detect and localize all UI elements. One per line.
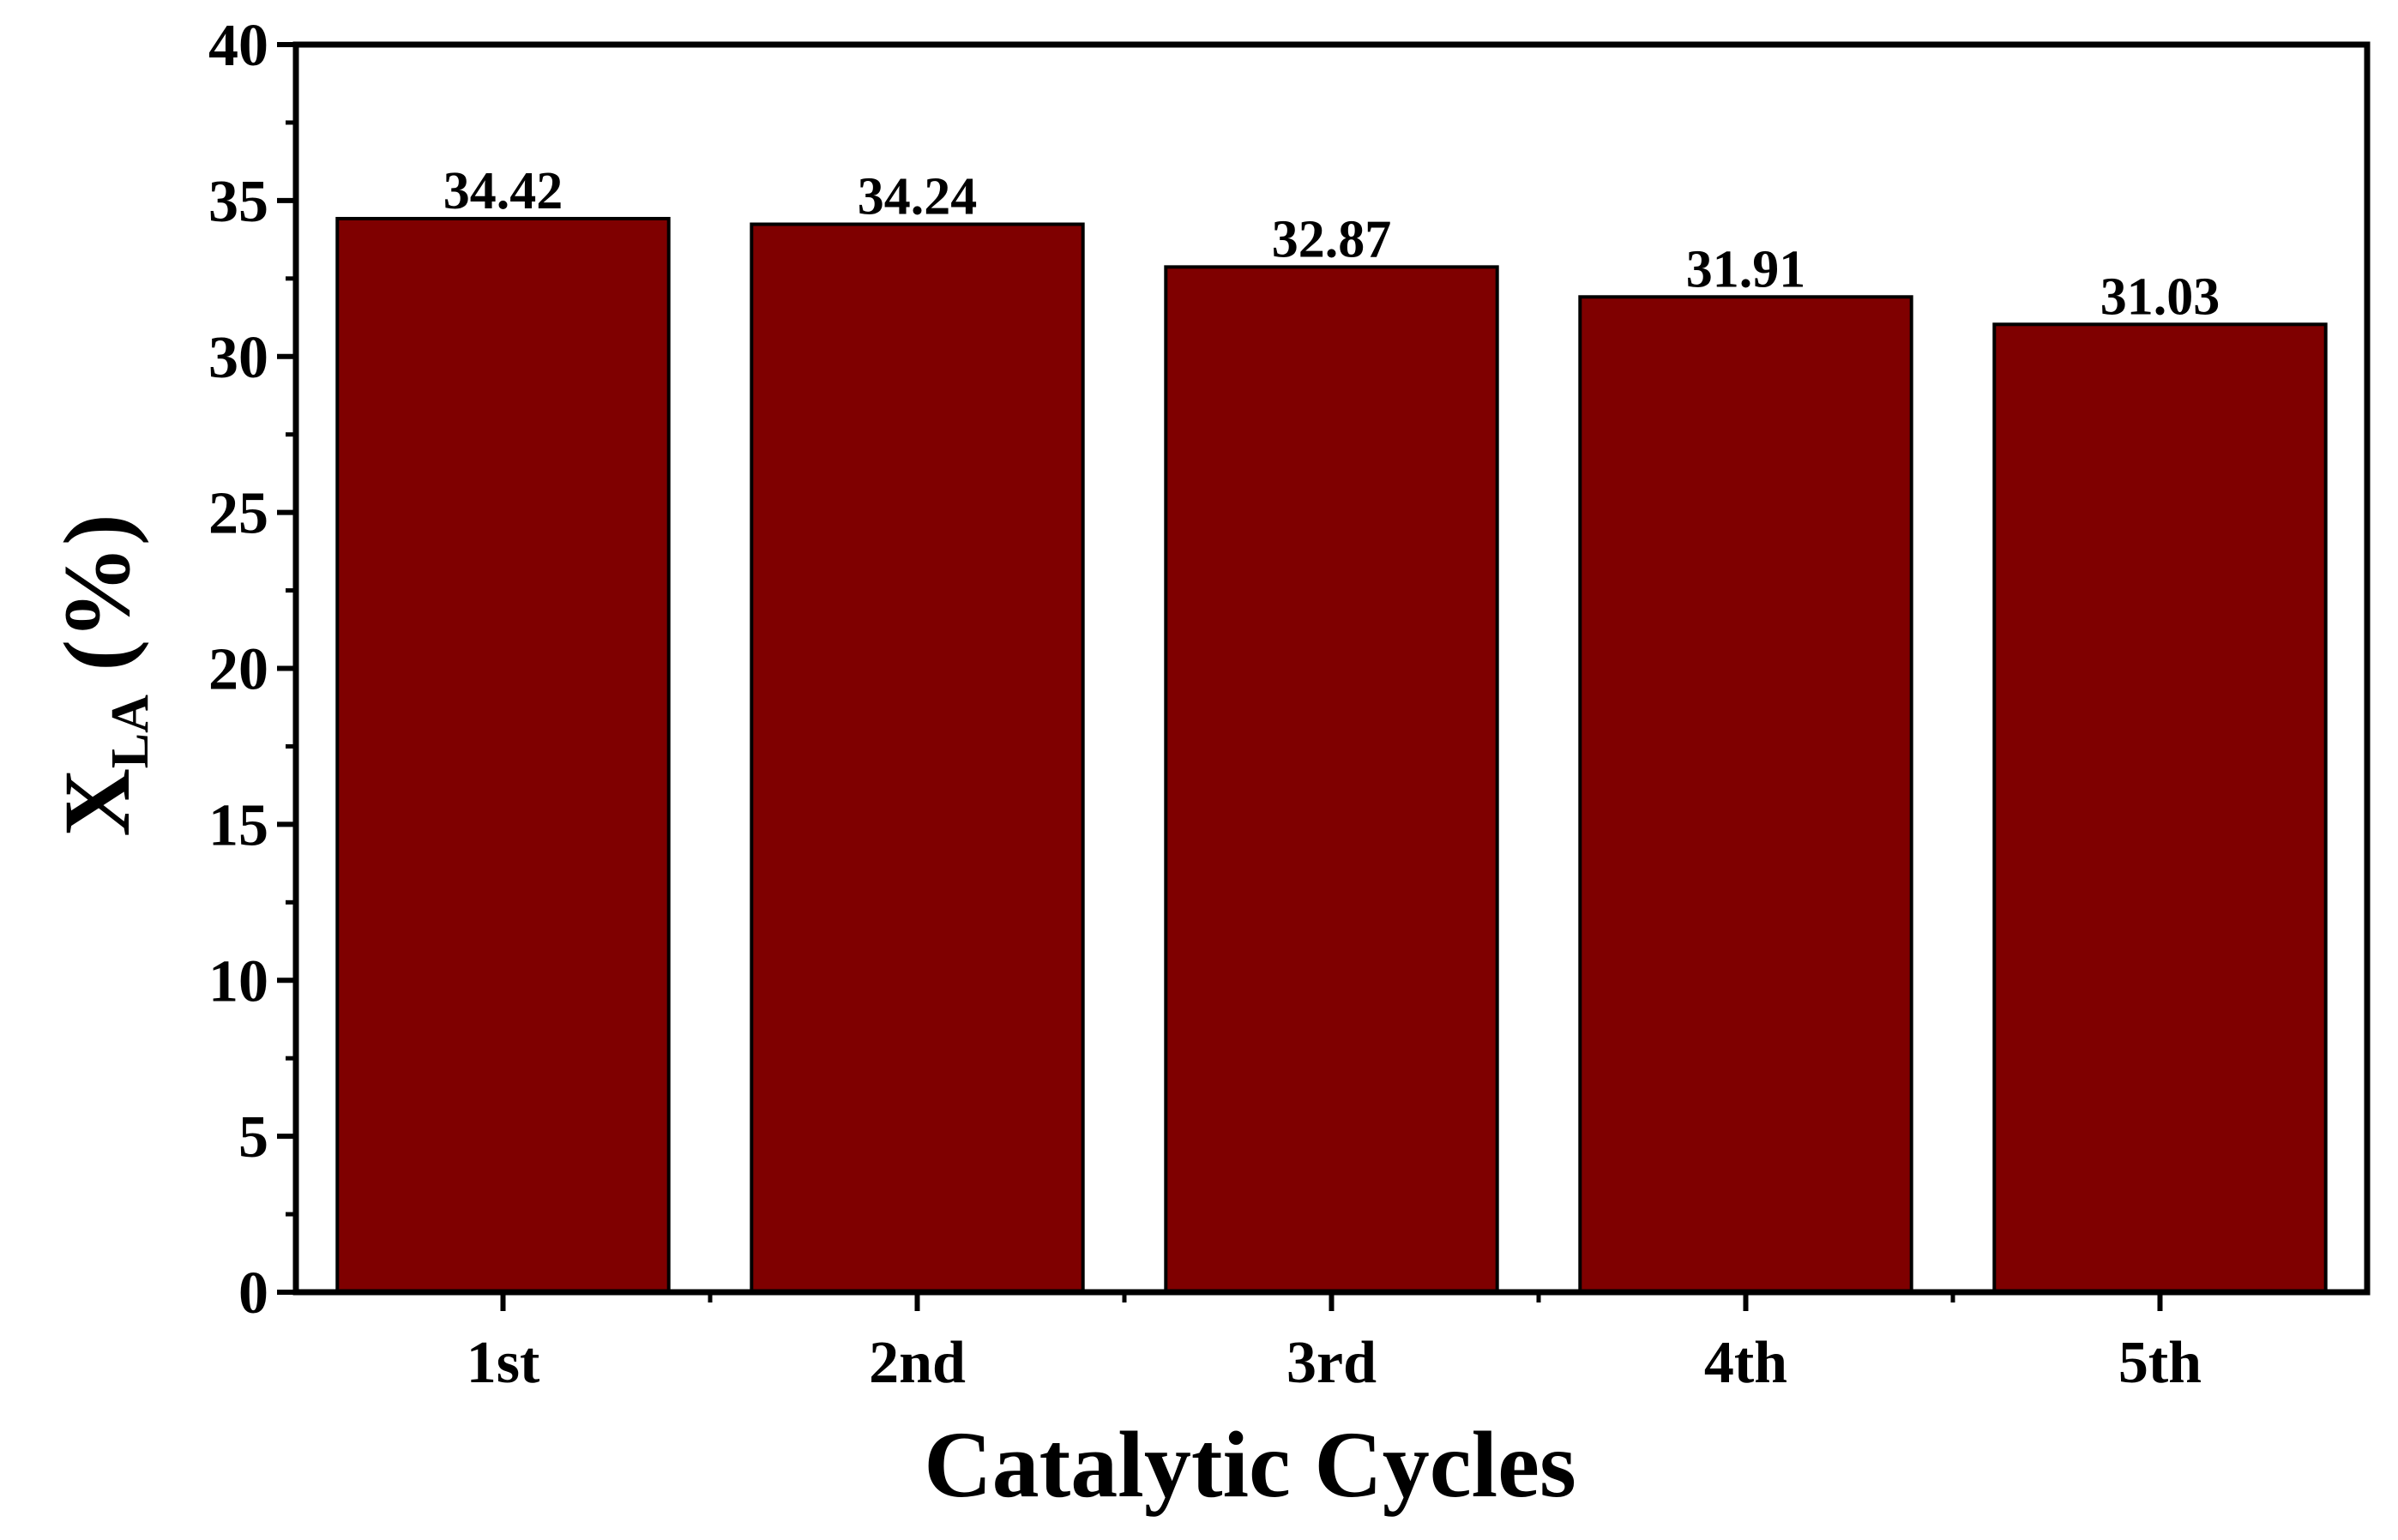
y-axis-title-subscript: LA <box>101 695 160 768</box>
data-label: 31.91 <box>1686 240 1806 298</box>
x-axis-title: Catalytic Cycles <box>924 1412 1576 1517</box>
y-tick-label: 5 <box>238 1104 268 1170</box>
y-tick-label: 25 <box>208 481 268 547</box>
bars-layer <box>335 216 2328 1295</box>
y-tick-label: 20 <box>208 637 268 703</box>
bar-5th <box>1992 322 2328 1295</box>
y-tick-label: 40 <box>208 13 268 79</box>
data-label: 31.03 <box>2100 268 2220 326</box>
bar-4th <box>1578 295 1913 1294</box>
bar-2nd <box>750 222 1085 1294</box>
y-tick-label: 0 <box>238 1260 268 1326</box>
x-tick-label: 2nd <box>869 1330 966 1396</box>
data-label: 32.87 <box>1272 210 1392 268</box>
bar-1st <box>335 216 671 1294</box>
data-labels-layer: 34.42 34.24 32.87 31.91 31.03 <box>443 162 2220 326</box>
data-label: 34.42 <box>443 162 563 220</box>
y-tick-label: 15 <box>208 792 268 858</box>
y-axis-title-suffix: (%) <box>45 514 149 695</box>
y-tick-label: 30 <box>208 325 268 391</box>
y-tick-label: 10 <box>208 948 268 1014</box>
y-axis-title-main: X <box>45 768 149 836</box>
y-ticks-layer: 0 5 10 15 20 25 30 35 40 <box>208 13 296 1326</box>
y-tick-label: 35 <box>208 169 268 235</box>
bar-3rd <box>1164 265 1499 1294</box>
x-ticks-layer: 1st 2nd 3rd 4th 5th <box>467 1292 2202 1396</box>
y-axis-title: XLA (%) <box>45 514 160 836</box>
x-tick-label: 3rd <box>1286 1330 1377 1396</box>
x-tick-label: 5th <box>2118 1330 2202 1396</box>
data-label: 34.24 <box>858 168 978 226</box>
x-tick-label: 1st <box>467 1330 540 1396</box>
x-tick-label: 4th <box>1704 1330 1787 1396</box>
